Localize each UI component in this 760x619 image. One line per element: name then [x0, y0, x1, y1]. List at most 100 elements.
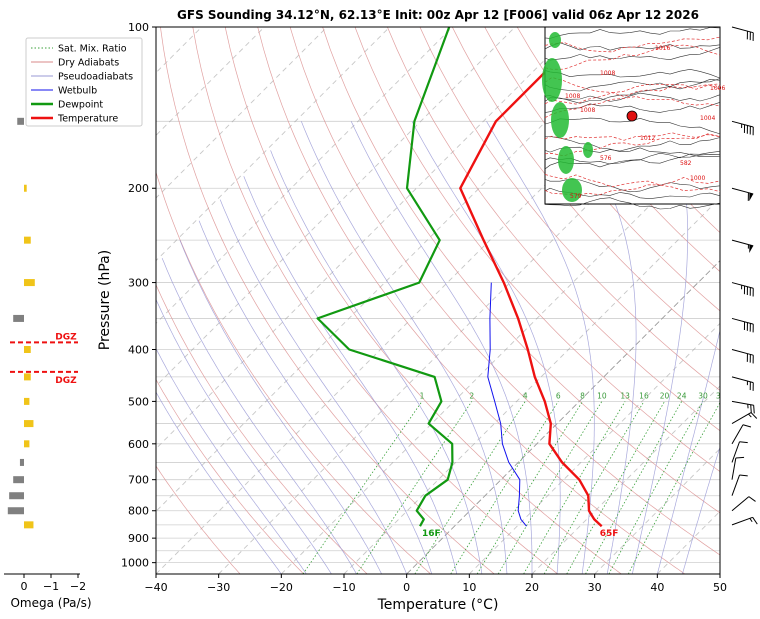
plot-grid: 1 2 4 6 8 10 13 16 20 24 30 36 — [156, 27, 720, 574]
map-isobar-label: 1008 — [600, 70, 615, 77]
pseudoadiabat — [219, 199, 433, 574]
omega-tick-label: −1 — [43, 580, 59, 593]
dry-adiabat — [257, 27, 686, 574]
isotherm-line — [156, 27, 641, 512]
pseudoadiabat — [350, 121, 533, 574]
omega-panel: 0 −1 −2 DGZ DGZ — [4, 117, 86, 593]
map-precip-area — [558, 146, 574, 174]
omega-bar — [9, 492, 24, 500]
mixing-ratio-line — [627, 401, 720, 574]
wind-barb — [731, 239, 754, 247]
wind-barb-feather — [753, 405, 755, 414]
omega-bar — [13, 314, 24, 322]
pseudoadiabat — [682, 445, 720, 574]
y-tick-label: 600 — [128, 438, 149, 451]
wind-barb — [731, 282, 754, 289]
wind-barb — [731, 424, 744, 445]
y-tick-label: 1000 — [121, 557, 149, 570]
wind-barb-half — [748, 413, 752, 418]
map-isobar-label: 1016 — [655, 45, 670, 52]
dry-adiabat — [224, 27, 622, 574]
isotherm-line — [594, 448, 720, 574]
mixing-ratio-line — [302, 401, 423, 574]
x-tick-label: 0 — [403, 581, 410, 594]
zero-isotherm — [406, 260, 720, 574]
wind-barb-feather — [752, 517, 758, 525]
mixing-ratio-line — [523, 401, 626, 574]
mixing-ratio-label: 8 — [580, 391, 585, 400]
pseudoadiabat — [270, 150, 483, 574]
wind-barb-feather — [742, 424, 752, 428]
pseudoadiabat — [156, 347, 307, 574]
mixing-ratio-label: 13 — [620, 391, 630, 400]
dry-adiabat — [419, 27, 720, 391]
mixing-ratio-line — [450, 401, 559, 574]
pseudoadiabat — [631, 121, 689, 574]
mixing-ratio-label: 10 — [597, 391, 607, 400]
x-tick-label: −40 — [144, 581, 167, 594]
dewpoint-line — [316, 27, 454, 527]
pseudoadiabat — [198, 220, 408, 574]
temperature-line — [459, 27, 603, 528]
mixing-ratio-label: 4 — [523, 391, 528, 400]
map-border-line — [544, 68, 721, 79]
wind-barbs — [731, 26, 758, 526]
map-isobar-label: 1008 — [565, 93, 580, 100]
profile-curves — [316, 27, 603, 528]
omega-bar — [24, 420, 34, 428]
mixing-ratio-line — [497, 401, 603, 574]
red-circle-icon — [626, 110, 638, 122]
y-tick-label: 400 — [128, 343, 149, 356]
dry-adiabat — [156, 465, 241, 574]
wind-barb-flag — [749, 192, 754, 202]
map-border-line — [544, 78, 721, 104]
y-tick-label: 800 — [128, 505, 149, 518]
map-border-line — [544, 137, 721, 153]
omega-bar — [13, 476, 24, 484]
x-axis-label: Temperature (°C) — [377, 597, 499, 613]
wind-barb — [731, 26, 754, 34]
map-precip-area — [551, 102, 569, 138]
y-tick-label: 300 — [128, 277, 149, 290]
omega-bar — [24, 397, 30, 405]
omega-bar — [7, 507, 25, 515]
mixing-ratio-line — [566, 401, 665, 574]
mixing-ratio-label: 2 — [469, 391, 474, 400]
wetbulb-line — [487, 282, 527, 527]
wind-barb — [731, 120, 754, 128]
map-isobar-label: 1012 — [640, 135, 655, 142]
wind-barb — [731, 412, 752, 425]
map-isobar-label: 579 — [570, 193, 582, 200]
map-border-line — [544, 78, 721, 92]
map-precip-area — [583, 142, 593, 158]
plot-frame — [155, 26, 721, 575]
mixing-ratio-line — [414, 401, 526, 574]
map-isobar — [544, 132, 721, 141]
dry-adiabat — [192, 27, 559, 574]
dry-adiabat — [484, 27, 720, 312]
x-tick-label: 20 — [525, 581, 539, 594]
pseudoadiabat — [411, 121, 561, 574]
mixing-ratio-label: 16 — [639, 391, 649, 400]
mixing-ratio-line — [585, 401, 683, 574]
map-border-line — [544, 136, 721, 157]
wind-barb-feather — [750, 412, 758, 419]
omega-bar — [24, 279, 35, 287]
dry-adiabat — [354, 27, 720, 473]
wind-barb — [731, 516, 753, 526]
x-tick-label: 30 — [588, 581, 602, 594]
dry-adiabat — [451, 27, 720, 351]
wind-barb-feather — [735, 456, 745, 459]
dry-adiabat — [160, 27, 495, 574]
pseudoadiabat — [161, 257, 357, 574]
dry-adiabat — [516, 27, 720, 273]
legend-label: Dewpoint — [58, 100, 103, 111]
omega-axis-label: Omega (Pa/s) — [10, 596, 91, 610]
wind-barb-feather — [750, 404, 752, 413]
mixing-ratio-label: 30 — [698, 391, 708, 400]
x-tick-label: 40 — [650, 581, 664, 594]
dry-adiabat — [156, 378, 304, 574]
map-isobar — [544, 96, 721, 118]
isotherm-line — [156, 27, 704, 574]
